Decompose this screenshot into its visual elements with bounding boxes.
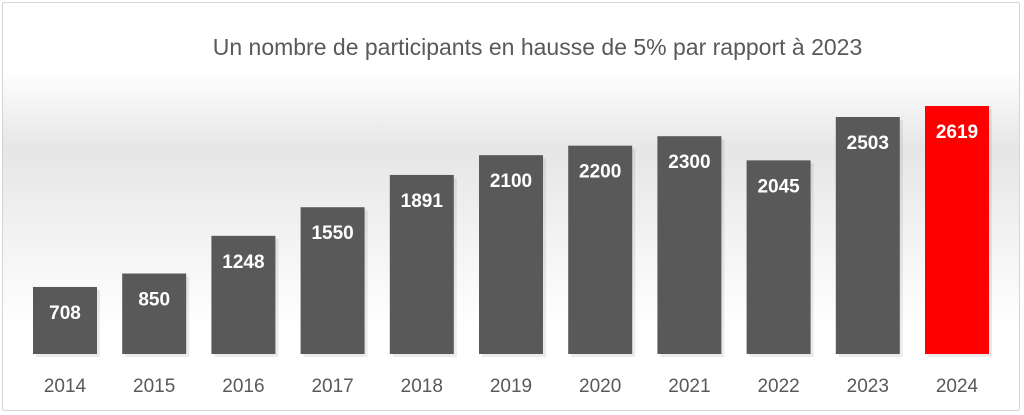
bar-2020 xyxy=(568,145,633,354)
x-tick-2023: 2023 xyxy=(847,376,889,397)
data-label-2021: 2300 xyxy=(668,152,710,173)
x-axis-ticks: 2014 2015 2016 2017 2018 2019 2020 2021 2022 2023… xyxy=(44,376,979,397)
x-tick-2019: 2019 xyxy=(490,376,532,397)
data-label-2017: 1550 xyxy=(311,223,353,244)
x-tick-2021: 2021 xyxy=(668,376,710,397)
bar-2014 xyxy=(33,286,97,354)
x-tick-2024: 2024 xyxy=(936,376,979,397)
data-label-2018: 1891 xyxy=(401,191,444,212)
x-tick-2016: 2016 xyxy=(222,376,264,397)
bar-2024 xyxy=(925,106,989,354)
data-label-2024: 2619 xyxy=(936,122,978,143)
bar-2021 xyxy=(657,136,722,354)
data-labels-layer: 708 850 1248 1550 1891 2100 2200 2300 2045 2503 26… xyxy=(49,122,978,324)
x-tick-2018: 2018 xyxy=(401,376,443,397)
bar-2016 xyxy=(211,235,276,354)
x-tick-2022: 2022 xyxy=(757,376,799,397)
data-label-2023: 2503 xyxy=(847,133,889,154)
bar-2017 xyxy=(300,207,365,354)
bar-2015 xyxy=(122,273,187,354)
x-tick-2014: 2014 xyxy=(44,376,87,397)
data-label-2014: 708 xyxy=(49,303,81,324)
x-tick-2020: 2020 xyxy=(579,376,621,397)
data-label-2019: 2100 xyxy=(490,171,532,192)
x-tick-2017: 2017 xyxy=(311,376,353,397)
bar-2018 xyxy=(389,174,454,354)
data-label-2020: 2200 xyxy=(579,162,621,183)
chart-title: Un nombre de participants en hausse de 5… xyxy=(212,34,863,60)
bars-layer xyxy=(33,106,992,357)
data-label-2016: 1248 xyxy=(222,252,264,273)
bar-2022 xyxy=(746,160,811,354)
bar-2019 xyxy=(479,155,543,354)
x-tick-2015: 2015 xyxy=(133,376,175,397)
data-label-2022: 2045 xyxy=(757,176,800,197)
data-label-2015: 850 xyxy=(138,290,170,311)
bar-2023 xyxy=(835,116,900,354)
